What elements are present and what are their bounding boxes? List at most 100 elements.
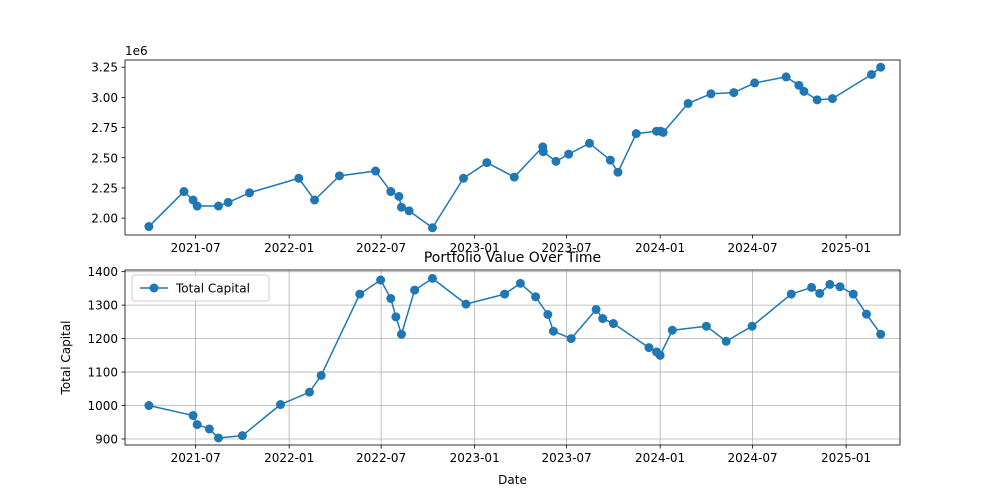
- data-point: [396, 202, 406, 212]
- legend-box: [131, 274, 270, 302]
- data-point: [237, 431, 247, 441]
- data-point: [815, 288, 825, 298]
- data-point: [304, 387, 314, 397]
- data-point: [144, 222, 154, 232]
- data-point: [376, 275, 386, 285]
- data-point: [613, 167, 623, 177]
- data-point: [786, 289, 796, 299]
- y-tick-label: 3.00: [91, 91, 118, 105]
- axes-frame: [124, 269, 901, 446]
- data-point: [276, 400, 286, 410]
- y-tick-label: 2.00: [91, 212, 118, 226]
- chart-title: Portfolio Value Over Time: [424, 250, 601, 266]
- legend-marker-swatch: [149, 283, 159, 293]
- data-point: [564, 149, 574, 159]
- data-point: [192, 420, 202, 430]
- x-tick-label: 2024-07: [728, 241, 778, 255]
- x-tick-label: 2023-07: [542, 451, 592, 465]
- data-point: [396, 329, 406, 339]
- x-tick-label: 2021-07: [171, 241, 221, 255]
- y-tick-label: 2.25: [91, 181, 118, 195]
- y-axis-label: Total Capital: [59, 321, 73, 396]
- data-point: [867, 69, 877, 79]
- data-point: [538, 147, 548, 157]
- data-point: [551, 156, 561, 166]
- data-point: [781, 72, 791, 82]
- x-tick-label: 2025-01: [821, 241, 871, 255]
- data-point: [631, 129, 641, 139]
- data-point: [876, 329, 886, 339]
- data-point: [294, 173, 304, 183]
- data-point: [404, 206, 414, 216]
- data-point: [644, 343, 654, 353]
- data-point: [706, 89, 716, 99]
- data-point: [721, 336, 731, 346]
- y-tick-label: 3.25: [91, 61, 118, 75]
- data-point: [701, 321, 711, 331]
- legend: Total Capital: [131, 274, 270, 302]
- data-point: [794, 80, 804, 90]
- data-point: [876, 62, 886, 72]
- y-tick-label: 1400: [87, 265, 118, 279]
- data-point: [799, 86, 809, 96]
- data-point: [316, 370, 326, 380]
- data-point: [500, 289, 510, 299]
- data-point: [461, 299, 471, 309]
- data-point: [386, 187, 396, 197]
- y-tick-label: 1000: [87, 399, 118, 413]
- subplot-1: 2021-07 2022-01 2022-07 2023-01 2023-07 2024-…: [91, 44, 901, 255]
- x-tick-label: 2022-01: [264, 451, 314, 465]
- data-point: [410, 285, 420, 295]
- data-point: [825, 279, 835, 289]
- data-point: [591, 304, 601, 314]
- data-point: [827, 94, 837, 104]
- data-point: [667, 325, 677, 335]
- y-tick-label: 2.50: [91, 151, 118, 165]
- data-point: [214, 201, 224, 211]
- data-point: [747, 321, 757, 331]
- data-point: [310, 195, 320, 205]
- data-point: [371, 166, 381, 176]
- data-point: [223, 197, 233, 207]
- data-point: [861, 309, 871, 319]
- data-point: [144, 401, 154, 411]
- x-tick-label: 2022-07: [356, 241, 406, 255]
- data-point: [835, 282, 845, 292]
- data-point: [427, 223, 437, 233]
- data-point: [608, 319, 618, 329]
- data-point: [584, 138, 594, 148]
- x-tick-label: 2024-01: [635, 241, 685, 255]
- x-axis-label: Date: [498, 473, 527, 487]
- data-point: [334, 171, 344, 181]
- data-point: [531, 292, 541, 302]
- data-point: [214, 433, 224, 443]
- data-point: [386, 293, 396, 303]
- data-point: [515, 278, 525, 288]
- data-point: [605, 155, 615, 165]
- data-point: [355, 289, 365, 299]
- data-point: [807, 282, 817, 292]
- data-point: [391, 312, 401, 322]
- y-offset-text: 1e6: [125, 44, 148, 58]
- x-tick-label: 2023-01: [450, 241, 500, 255]
- x-tick-label: 2024-07: [728, 451, 778, 465]
- x-tick-label: 2025-01: [821, 451, 871, 465]
- data-point: [750, 78, 760, 88]
- data-point: [192, 201, 202, 211]
- data-point: [509, 172, 519, 182]
- x-tick-label: 2022-07: [356, 451, 406, 465]
- data-point: [658, 127, 668, 137]
- subplot-2: 2021-07 2022-01 2022-07 2023-01 2023-07 2024-…: [59, 250, 901, 487]
- y-tick-label: 2.75: [91, 121, 118, 135]
- data-point: [482, 158, 492, 168]
- axes-frame: [124, 59, 901, 236]
- data-point: [598, 314, 608, 324]
- data-point: [812, 95, 822, 105]
- data-point: [848, 289, 858, 299]
- y-tick-label: 1100: [87, 366, 118, 380]
- x-tick-label: 2022-01: [264, 241, 314, 255]
- data-point: [683, 98, 693, 108]
- data-point: [543, 310, 553, 319]
